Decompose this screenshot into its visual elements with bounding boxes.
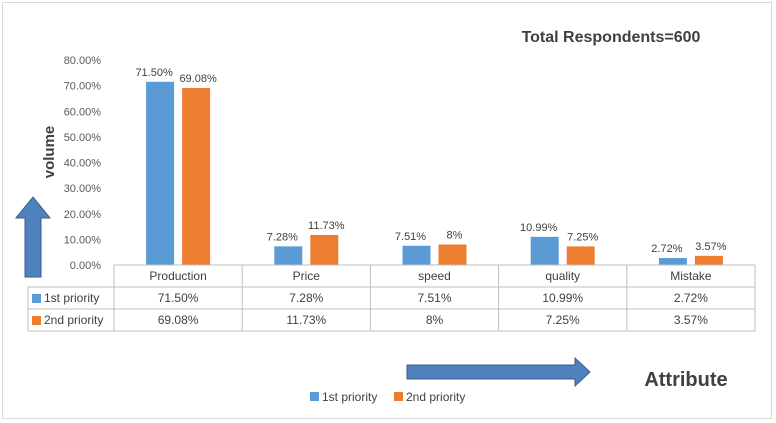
y-tick-label: 10.00%: [64, 234, 102, 246]
table-header-cell: quality: [545, 269, 580, 283]
y-tick-label: 30.00%: [64, 183, 102, 195]
y-axis-label: volume: [41, 126, 58, 179]
y-tick-label: 20.00%: [64, 209, 102, 221]
right-arrow-icon: [406, 356, 591, 388]
data-table: Production Price speed quality Mistake 1st pr…: [27, 264, 756, 332]
legend-key: [310, 392, 319, 401]
bar-2-mistake: [694, 255, 723, 265]
x-axis-label: Attribute: [644, 369, 727, 391]
bar-2-speed: [438, 244, 467, 265]
y-axis: 0.00% 10.00% 20.00% 30.00% 40.00% 50.00% 60.00…: [64, 55, 102, 272]
data-label: 10.99%: [520, 222, 558, 234]
y-tick-label: 80.00%: [64, 55, 102, 67]
table-cell: 71.50%: [158, 291, 199, 305]
y-tick-label: 40.00%: [64, 158, 102, 170]
legend: 1st priority 2nd priority: [310, 390, 465, 404]
legend-key: [394, 392, 403, 401]
table-header-cell: Production: [149, 269, 206, 283]
data-label: 7.51%: [395, 231, 426, 243]
data-label: 7.25%: [567, 231, 598, 243]
up-arrow-icon: [14, 196, 52, 278]
table-legend-key: [32, 316, 41, 325]
data-labels: 71.50% 69.08% 7.28% 11.73% 7.51% 8% 10.99% 7.25…: [135, 67, 726, 255]
y-tick-label: 60.00%: [64, 106, 102, 118]
data-label: 11.73%: [308, 220, 345, 232]
table-row-label: 1st priority: [44, 291, 99, 305]
data-label: 69.08%: [179, 73, 217, 85]
bar-1-mistake: [658, 258, 687, 265]
legend-label: 1st priority: [322, 390, 377, 404]
table-cell: 7.25%: [546, 313, 580, 327]
y-tick-label: 50.00%: [64, 132, 102, 144]
table-header-cell: Price: [293, 269, 321, 283]
legend-label: 2nd priority: [406, 390, 465, 404]
bar-2-quality: [566, 246, 595, 265]
table-cell: 11.73%: [286, 313, 326, 327]
y-tick-label: 0.00%: [70, 260, 101, 272]
chart-frame: [2, 2, 772, 419]
table-cell: 2.72%: [674, 291, 708, 305]
bars: [146, 81, 723, 265]
bar-2-production: [182, 87, 211, 265]
table-legend-key: [32, 294, 41, 303]
table-header-cell: Mistake: [670, 269, 712, 283]
bar-1-production: [146, 81, 175, 265]
table-cell: 3.57%: [674, 313, 708, 327]
data-label: 7.28%: [267, 231, 298, 243]
data-label: 8%: [447, 230, 463, 242]
bar-1-speed: [402, 245, 431, 265]
table-row-label: 2nd priority: [44, 313, 103, 327]
table-header-cell: speed: [418, 269, 451, 283]
data-label: 2.72%: [651, 243, 682, 255]
data-label: 3.57%: [695, 241, 726, 253]
bar-1-price: [274, 246, 303, 265]
chart-title: Total Respondents=600: [522, 29, 701, 46]
bar-2-price: [310, 234, 339, 265]
data-label: 71.50%: [135, 67, 173, 79]
table-cell: 69.08%: [158, 313, 199, 327]
bar-1-quality: [530, 236, 559, 265]
table-cell: 7.51%: [417, 291, 451, 305]
table-cell: 8%: [426, 313, 444, 327]
table-cell: 10.99%: [542, 291, 583, 305]
y-tick-label: 70.00%: [64, 81, 102, 93]
table-cell: 7.28%: [289, 291, 323, 305]
